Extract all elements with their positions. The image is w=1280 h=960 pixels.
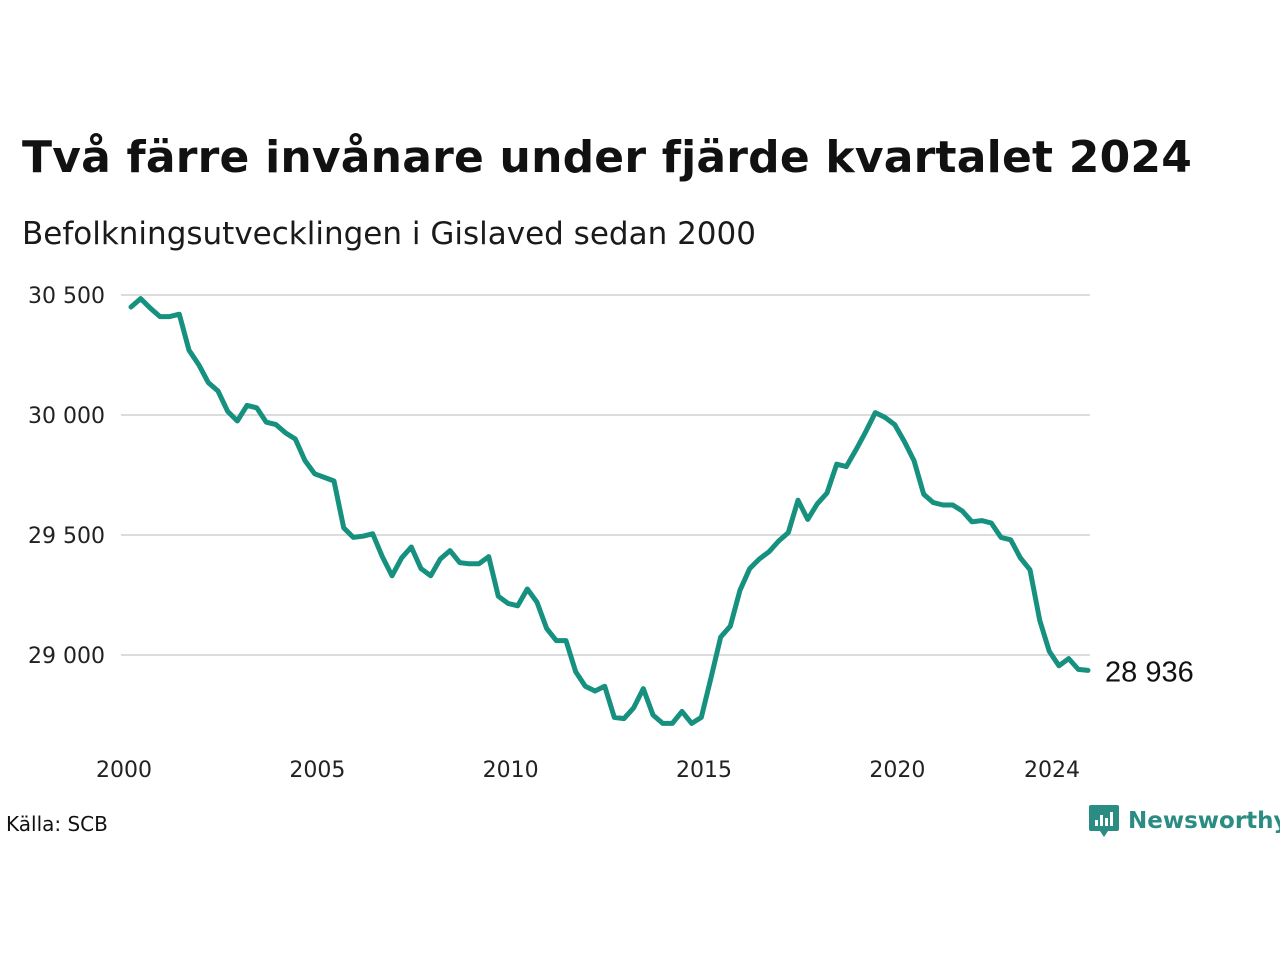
y-tick-label: 29 000 xyxy=(28,644,105,669)
end-value-label: 28 936 xyxy=(1105,656,1194,688)
x-tick-label: 2015 xyxy=(676,758,732,783)
source-note: Källa: SCB xyxy=(6,812,108,836)
brand-logo: Newsworthy xyxy=(1088,803,1280,839)
y-axis: 29 000 29 500 30 000 30 500 xyxy=(28,284,105,669)
y-tick-label: 30 000 xyxy=(28,404,105,429)
x-tick-label: 2024 xyxy=(1024,758,1080,783)
newsworthy-logo-icon xyxy=(1089,805,1119,837)
y-tick-label: 30 500 xyxy=(28,284,105,309)
chart-subtitle: Befolkningsutvecklingen i Gislaved sedan… xyxy=(22,216,756,252)
x-tick-label: 2005 xyxy=(289,758,345,783)
chart-title: Två färre invånare under fjärde kvartale… xyxy=(22,132,1193,183)
gridlines xyxy=(121,294,1090,656)
annotation-layer: 28 936 xyxy=(1105,656,1194,688)
x-tick-label: 2010 xyxy=(483,758,539,783)
x-tick-label: 2000 xyxy=(96,758,152,783)
series-line-0 xyxy=(128,296,1091,726)
x-tick-label: 2020 xyxy=(869,758,925,783)
brand-name: Newsworthy xyxy=(1128,808,1280,834)
x-axis: 2000 2005 2010 2015 2020 2024 xyxy=(96,758,1080,783)
series-layer xyxy=(128,296,1091,726)
y-tick-label: 29 500 xyxy=(28,524,105,549)
